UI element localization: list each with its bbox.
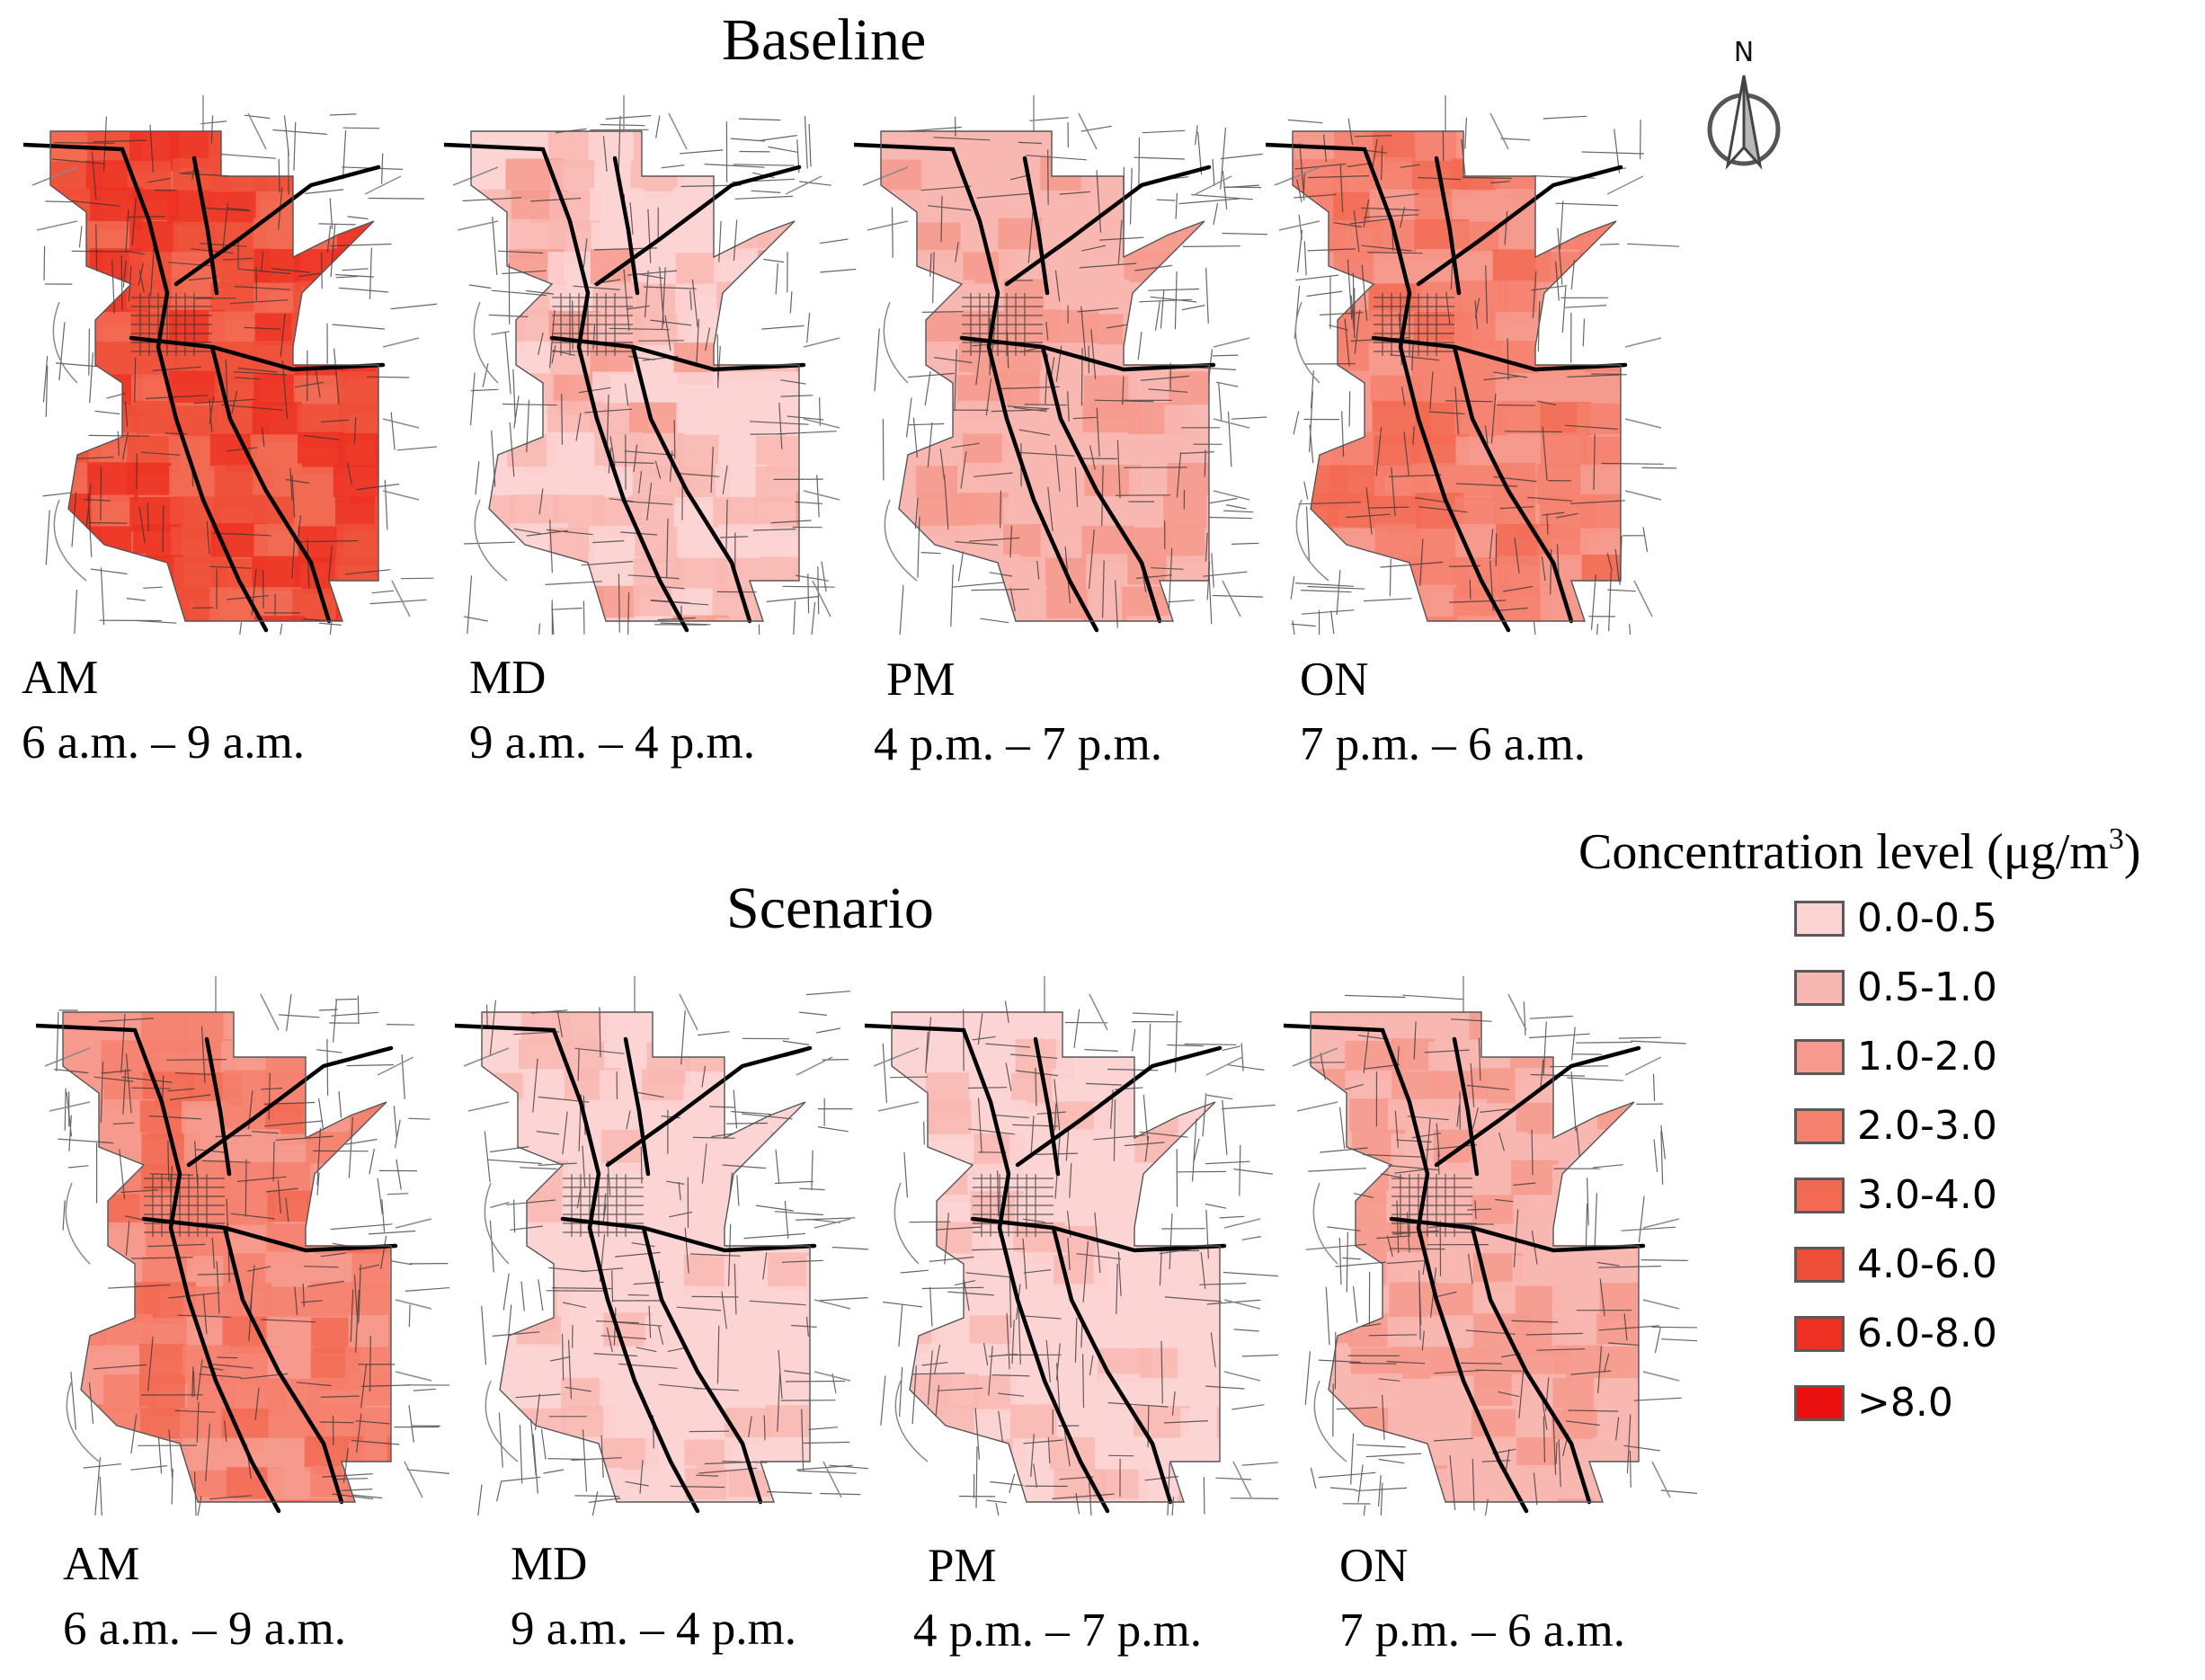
period-code: PM [928, 1540, 997, 1592]
legend-swatch [1794, 1385, 1845, 1421]
map-svg [1281, 976, 1721, 1560]
concentration-zones [63, 1012, 391, 1502]
map-svg [851, 95, 1278, 646]
legend-label: 3.0-4.0 [1857, 1172, 1997, 1218]
scenario-am-caption: AM 6 a.m. – 9 a.m. [63, 1532, 346, 1661]
legend-item: 0.5-1.0 [1794, 964, 2064, 1018]
baseline-on-caption: ON 7 p.m. – 6 a.m. [1300, 647, 1586, 777]
road-network [476, 991, 885, 1519]
legend-title: Concentration level (μg/m3) [1578, 822, 2141, 880]
highways [452, 1023, 817, 1514]
map-svg [33, 976, 467, 1528]
scenario-md-caption: MD 9 a.m. – 4 p.m. [511, 1532, 796, 1661]
period-code: MD [469, 652, 547, 704]
baseline-pm-map [851, 77, 1278, 646]
legend-label: >8.0 [1857, 1380, 1953, 1426]
period-hours: 6 a.m. – 9 a.m. [22, 716, 305, 769]
legend-label: 6.0-8.0 [1857, 1311, 1997, 1356]
period-hours: 7 p.m. – 6 a.m. [1339, 1604, 1625, 1658]
period-code: ON [1300, 653, 1369, 706]
map-svg [1263, 95, 1684, 668]
legend-swatch [1794, 1178, 1845, 1213]
outer-roads [873, 976, 1261, 1498]
period-code: AM [22, 652, 99, 704]
outer-roads [463, 976, 851, 1498]
scenario-title: Scenario [726, 876, 934, 941]
period-code: MD [511, 1538, 588, 1590]
legend-item: 2.0-3.0 [1794, 1103, 2064, 1157]
period-hours: 9 a.m. – 4 p.m. [469, 716, 755, 769]
outer-roads [452, 95, 840, 618]
period-hours: 4 p.m. – 7 p.m. [913, 1604, 1202, 1658]
scenario-on-caption: ON 7 p.m. – 6 a.m. [1339, 1533, 1625, 1663]
baseline-pm-caption: PM 4 p.m. – 7 p.m. [874, 647, 1162, 777]
highways [862, 1023, 1227, 1514]
baseline-am-map [21, 77, 438, 663]
north-arrow-icon: N [1694, 32, 1793, 176]
road-network [462, 115, 857, 678]
concentration-zones [892, 1012, 1220, 1502]
highways [1281, 1023, 1646, 1514]
legend-item: 3.0-4.0 [1794, 1172, 2064, 1226]
legend-item: 6.0-8.0 [1794, 1311, 2064, 1364]
legend-item: 0.0-0.5 [1794, 895, 2064, 949]
scenario-pm-caption: PM 4 p.m. – 7 p.m. [913, 1533, 1202, 1663]
scenario-md-map [452, 958, 885, 1519]
period-hours: 7 p.m. – 6 a.m. [1300, 718, 1586, 771]
outer-roads [31, 95, 420, 618]
map-svg [441, 95, 857, 678]
legend-label: 0.5-1.0 [1857, 964, 1997, 1010]
baseline-title: Baseline [722, 7, 927, 73]
outer-roads [862, 95, 1250, 618]
highways [441, 142, 806, 633]
period-hours: 6 a.m. – 9 a.m. [63, 1603, 346, 1656]
period-hours: 9 a.m. – 4 p.m. [511, 1603, 796, 1656]
road-network [54, 993, 467, 1528]
legend-swatch [1794, 1039, 1845, 1075]
legend-swatch [1794, 901, 1845, 937]
map-svg [862, 976, 1305, 1551]
highways [33, 1023, 398, 1514]
scenario-am-map [33, 958, 467, 1528]
baseline-md-caption: MD 9 a.m. – 4 p.m. [469, 645, 755, 775]
legend-item: 1.0-2.0 [1794, 1034, 2064, 1088]
legend-label: 4.0-6.0 [1857, 1241, 1997, 1287]
legend-swatch [1794, 1316, 1845, 1352]
period-code: PM [886, 653, 956, 706]
highways [1263, 142, 1628, 633]
map-svg [21, 95, 438, 663]
legend-label: 0.0-0.5 [1857, 895, 1997, 941]
map-svg [452, 976, 885, 1519]
baseline-md-map [441, 77, 858, 678]
baseline-am-caption: AM 6 a.m. – 9 a.m. [22, 645, 305, 775]
road-network [874, 116, 1278, 646]
legend-item: 4.0-6.0 [1794, 1241, 2064, 1295]
legend-item: >8.0 [1794, 1380, 2064, 1434]
baseline-on-map [1263, 77, 1684, 668]
highways [21, 142, 386, 633]
outer-roads [1292, 976, 1680, 1498]
concentration-legend: Concentration level (μg/m3) 0.0-0.5 0.5-1… [1578, 822, 2141, 1427]
legend-label: 2.0-3.0 [1857, 1103, 1997, 1149]
period-hours: 4 p.m. – 7 p.m. [874, 718, 1162, 771]
road-network [880, 1000, 1305, 1551]
period-code: ON [1339, 1540, 1409, 1592]
highways [851, 142, 1216, 633]
outer-roads [1274, 95, 1662, 618]
scenario-pm-map [862, 958, 1305, 1551]
period-code: AM [63, 1538, 140, 1590]
legend-swatch [1794, 1247, 1845, 1283]
road-network [1287, 115, 1684, 668]
legend-swatch [1794, 970, 1845, 1006]
legend-label: 1.0-2.0 [1857, 1034, 1997, 1080]
north-label: N [1734, 37, 1754, 68]
legend-swatch [1794, 1108, 1845, 1144]
outer-roads [44, 976, 432, 1498]
scenario-on-map [1281, 958, 1721, 1560]
